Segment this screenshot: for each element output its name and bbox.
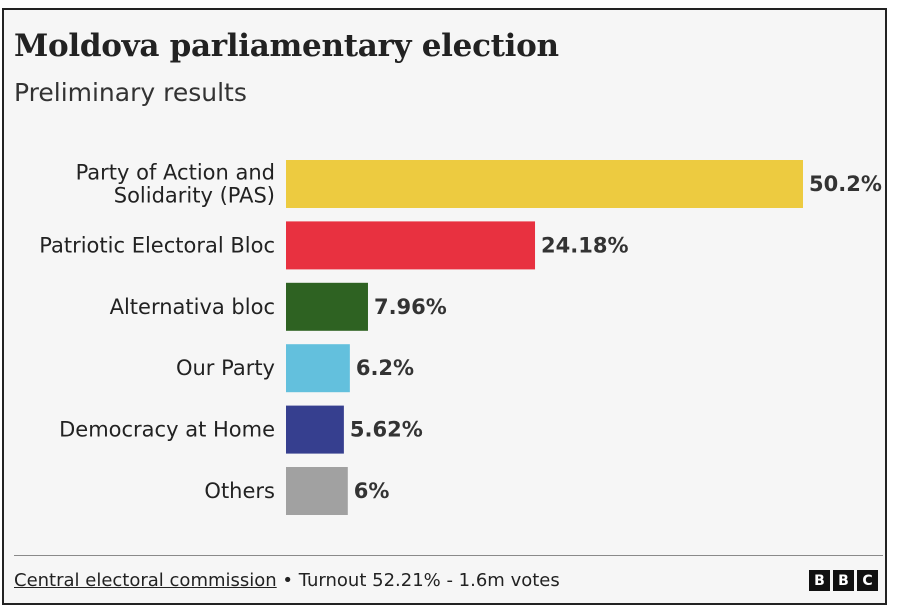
value-label-3: 6.2%: [356, 356, 414, 380]
category-label-3: Our Party: [176, 356, 275, 380]
bar-5: [286, 467, 348, 515]
category-label-5: Others: [204, 479, 275, 503]
chart-subtitle: Preliminary results: [14, 78, 247, 107]
bar-1: [286, 221, 536, 270]
footer-details: • Turnout 52.21% - 1.6m votes: [276, 570, 560, 591]
bar-4: [286, 405, 344, 454]
chart-title: Moldova parliamentary election: [14, 28, 559, 64]
bar-0: [286, 160, 803, 208]
value-label-0: 50.2%: [809, 172, 882, 196]
logo-letter-3: C: [857, 570, 878, 591]
chart-frame: Moldova parliamentary election Prelimina…: [2, 8, 887, 605]
category-label-2: Alternativa bloc: [110, 295, 275, 319]
bar-2: [286, 282, 368, 331]
bbc-logo: B B C: [809, 570, 878, 591]
category-label-1: Patriotic Electoral Bloc: [39, 233, 275, 257]
footer: Central electoral commission • Turnout 5…: [14, 570, 560, 591]
category-label-0-line-1: Solidarity (PAS): [114, 184, 275, 208]
logo-letter-2: B: [833, 570, 854, 591]
logo-letter-1: B: [809, 570, 830, 591]
value-label-2: 7.96%: [374, 295, 447, 319]
category-label-0-line-0: Party of Action and: [76, 161, 275, 185]
category-label-4: Democracy at Home: [59, 418, 275, 442]
footer-divider: [14, 555, 883, 556]
source-link[interactable]: Central electoral commission: [14, 570, 277, 591]
value-label-4: 5.62%: [350, 418, 423, 442]
value-label-5: 6%: [354, 479, 390, 503]
bar-3: [286, 344, 350, 393]
value-label-1: 24.18%: [541, 233, 628, 257]
